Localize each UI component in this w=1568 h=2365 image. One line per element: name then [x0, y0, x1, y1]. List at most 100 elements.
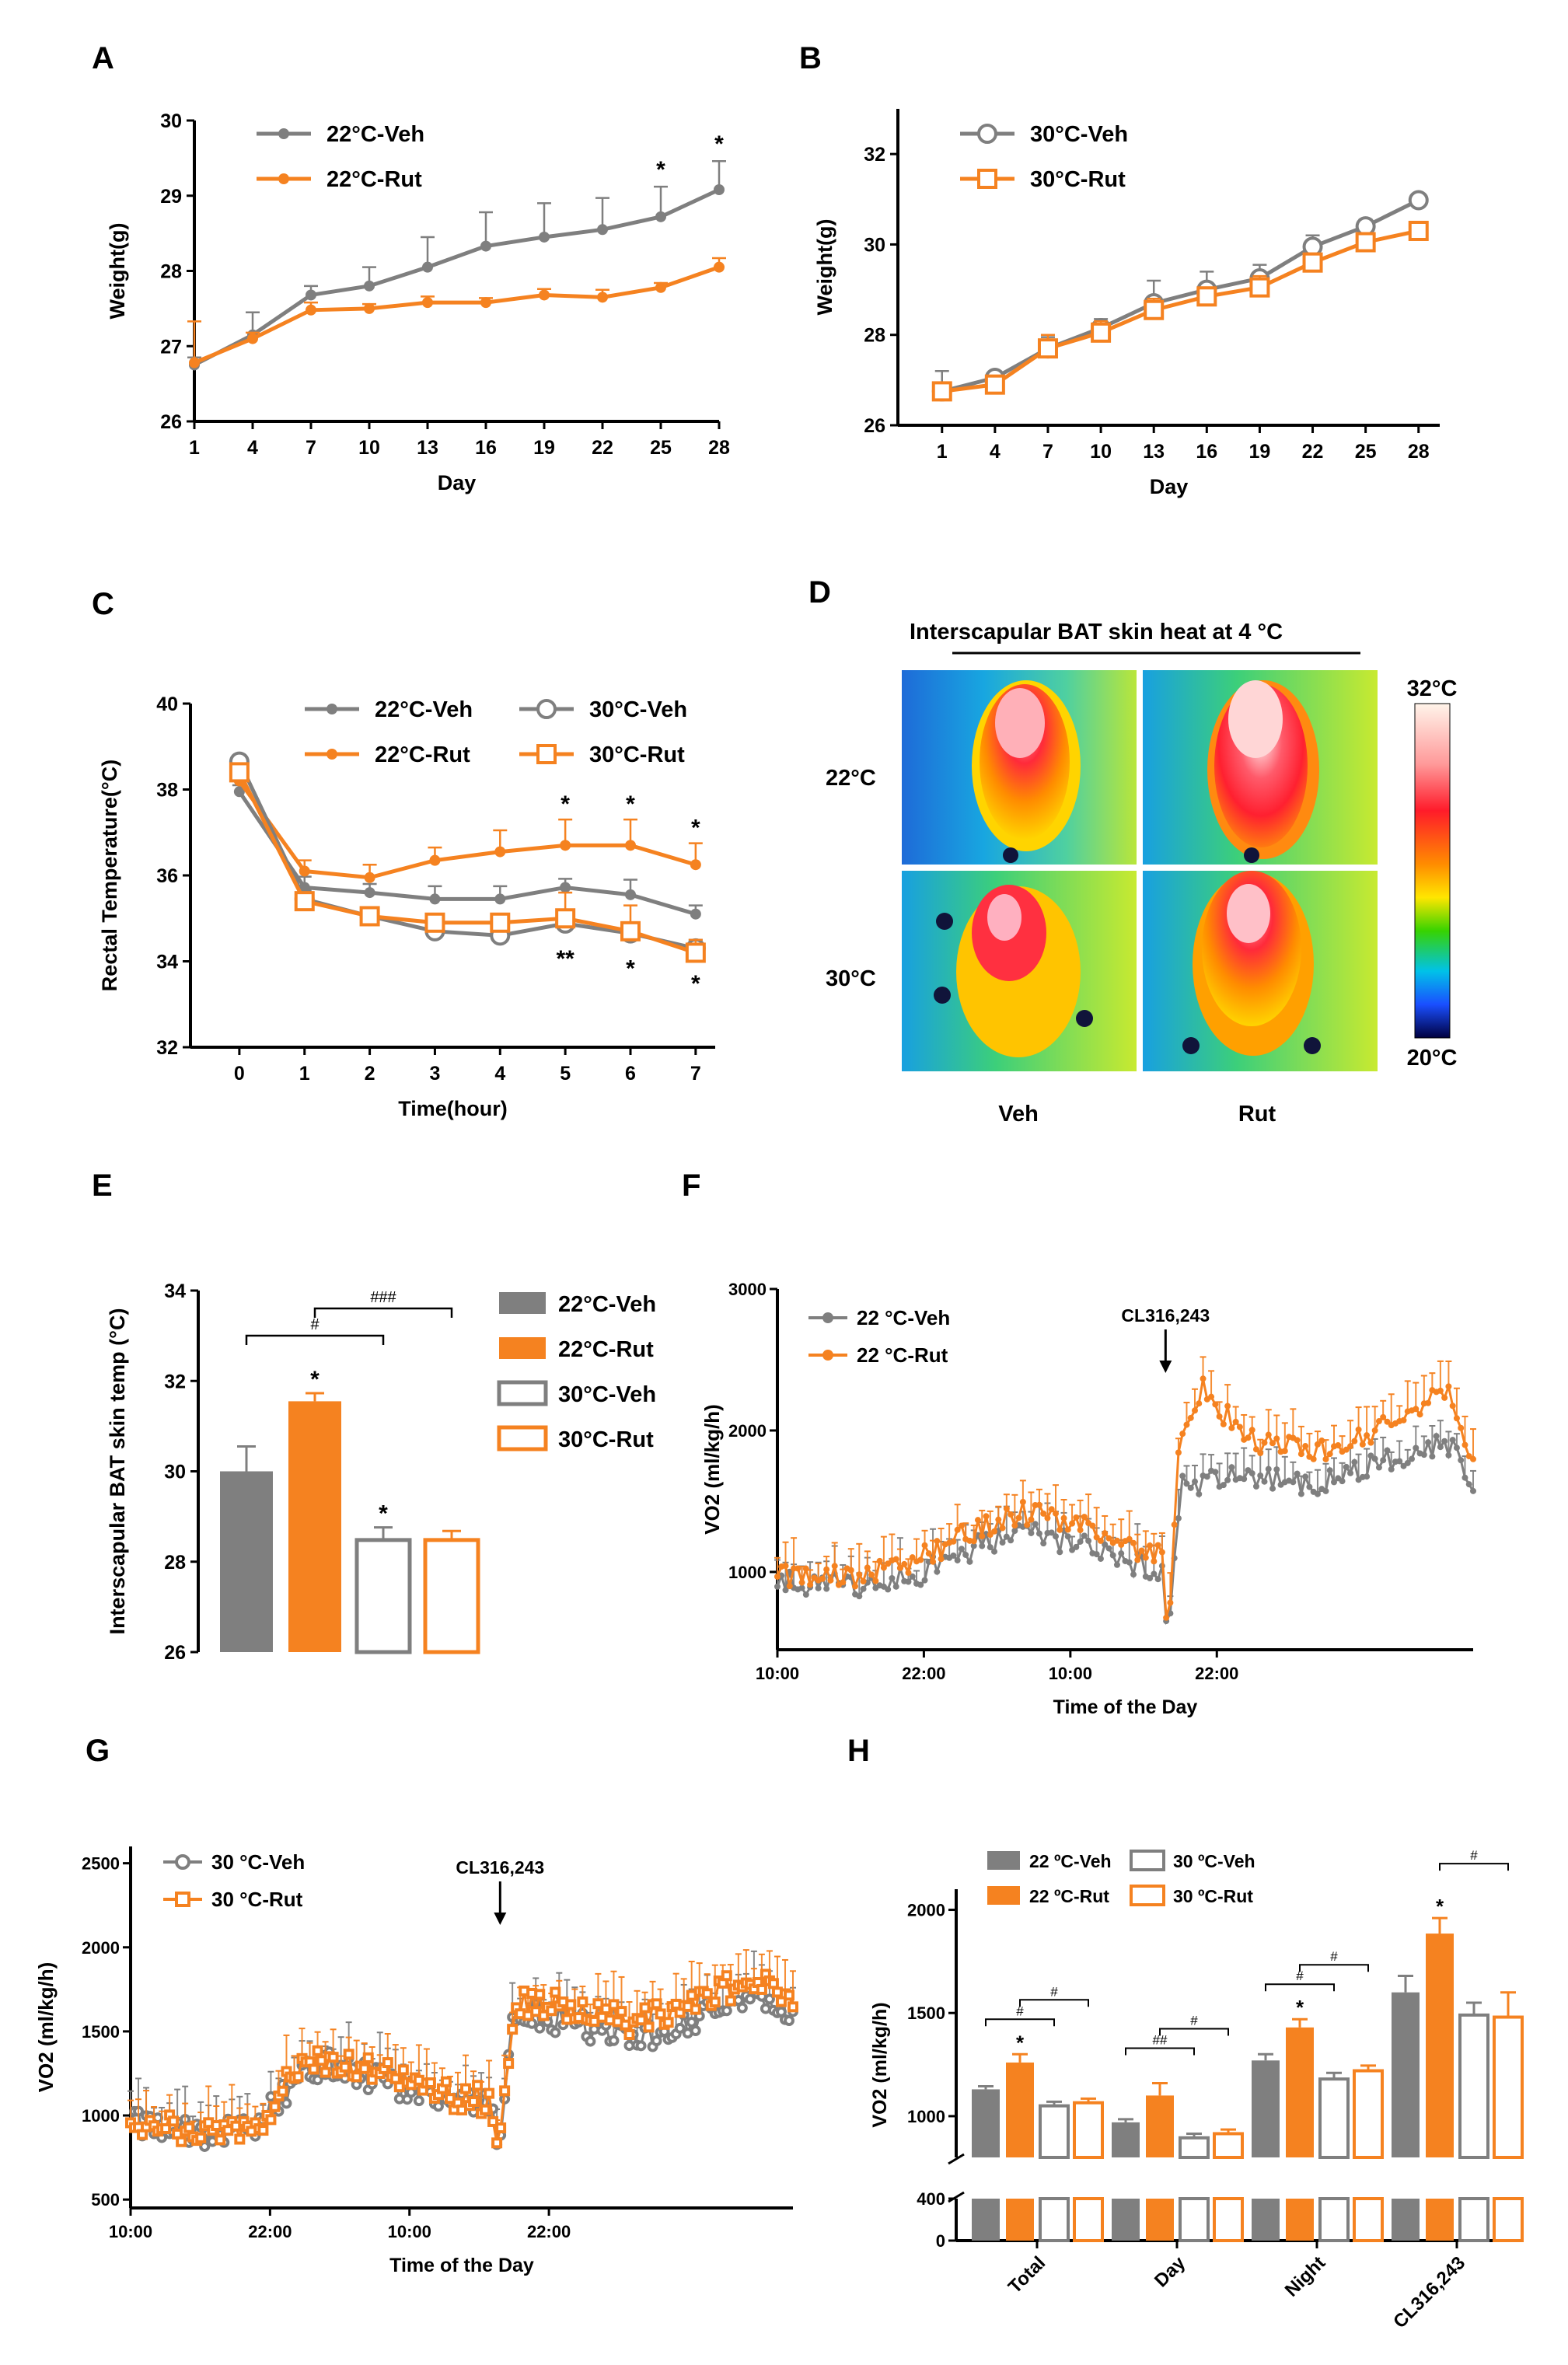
bar [1318, 2077, 1350, 2159]
data-point [931, 381, 952, 402]
data-point [744, 1993, 756, 2005]
data-point [1154, 1576, 1161, 1583]
data-point [1322, 1455, 1329, 1462]
y-axis-title: Weight(g) [106, 223, 129, 320]
data-point [1380, 1457, 1387, 1464]
data-point [917, 1581, 924, 1588]
data-point [1147, 1575, 1154, 1582]
data-point [397, 2064, 409, 2076]
thermal-scale-min: 20°C [1407, 1046, 1458, 1071]
legend-marker [822, 1312, 833, 1323]
data-point [429, 854, 441, 866]
significance-star: * [560, 791, 570, 817]
data-point [1212, 1469, 1219, 1476]
data-point [1203, 1473, 1210, 1480]
data-point [979, 1542, 986, 1549]
x-tick-label: Total [1004, 2252, 1049, 2297]
data-point [1433, 1433, 1440, 1440]
x-tick-label: 25 [1355, 441, 1377, 463]
data-point [856, 1571, 863, 1578]
data-point [494, 893, 506, 905]
bar-lower-segment [1493, 2197, 1524, 2242]
data-point [1351, 1458, 1358, 1465]
y-tick-label: 1000 [728, 1563, 767, 1582]
x-tick-label: 6 [625, 1063, 636, 1085]
bar-lower-segment [1112, 2199, 1140, 2241]
data-point [1077, 1538, 1084, 1545]
data-point [168, 2115, 180, 2127]
data-point [364, 280, 375, 292]
data-point [1355, 1426, 1362, 1433]
data-point [721, 1970, 732, 1982]
panel-label-a: A [92, 41, 114, 75]
data-point [339, 2061, 351, 2073]
panel-label-h: H [847, 1734, 870, 1768]
series-line-1 [194, 265, 720, 365]
data-point [1306, 1483, 1313, 1490]
data-point [299, 865, 310, 877]
data-point [714, 261, 725, 273]
data-point [1102, 1541, 1109, 1548]
data-point [892, 1583, 899, 1590]
data-point [1142, 1554, 1149, 1561]
data-point [1192, 1478, 1198, 1485]
x-tick-label: 10 [358, 437, 380, 459]
y-tick-label: 26 [160, 411, 182, 433]
data-point [690, 2003, 701, 2015]
data-point [1453, 1415, 1460, 1422]
data-point [1056, 1549, 1063, 1556]
data-point [422, 261, 433, 273]
data-point [651, 2035, 662, 2047]
data-point [1040, 1510, 1047, 1517]
legend-marker [175, 1892, 190, 1907]
data-point [327, 2052, 339, 2063]
bar-lower-segment [1006, 2199, 1034, 2241]
bar [288, 1401, 341, 1652]
data-point [560, 840, 571, 851]
data-point [1281, 1448, 1288, 1455]
data-point [265, 2114, 277, 2126]
y-tick-label: 28 [164, 1552, 186, 1574]
y-tick-label: 36 [156, 865, 178, 887]
bar [1252, 2060, 1280, 2157]
data-point [655, 2008, 666, 2020]
data-point [1252, 1446, 1259, 1453]
legend-swatch [499, 1292, 546, 1314]
thermal-image-22c-rut [1143, 670, 1378, 865]
y-tick-label: 500 [91, 2190, 120, 2210]
data-point [1364, 1473, 1371, 1480]
data-point [364, 887, 375, 899]
data-point [534, 2022, 546, 2034]
data-point [1024, 1521, 1031, 1528]
data-point [934, 1538, 941, 1545]
y-axis-title: VO2 (ml/kg/h) [34, 1962, 58, 2093]
x-axis-title: Day [1150, 475, 1189, 498]
data-point [1326, 1467, 1333, 1474]
y-tick-label: 32 [864, 144, 885, 166]
data-point [1003, 1505, 1010, 1512]
data-point [1151, 1558, 1158, 1565]
y-tick-label: 1500 [907, 2003, 945, 2023]
data-point [896, 1564, 903, 1571]
data-point [1147, 1542, 1154, 1549]
data-point [1081, 1514, 1088, 1521]
data-point [215, 2134, 226, 2146]
data-point [651, 1998, 662, 2010]
data-point [1367, 1439, 1374, 1446]
data-point [802, 1591, 809, 1598]
data-point [1102, 1530, 1109, 1537]
bracket-label: # [1016, 2003, 1024, 2018]
thermal-title: Interscapular BAT skin heat at 4 °C [910, 620, 1283, 645]
data-point [1364, 1432, 1371, 1439]
data-point [995, 1516, 1002, 1523]
legend-label: 22°C-Veh [327, 122, 424, 147]
y-tick-label: 2500 [82, 1854, 120, 1874]
data-point [1375, 1464, 1382, 1471]
data-point [979, 1532, 986, 1539]
x-tick-label: 10:00 [1049, 1664, 1092, 1683]
data-point [690, 908, 701, 920]
data-point [970, 1538, 977, 1545]
y-tick-label: 1000 [907, 2107, 945, 2126]
bar [1392, 1992, 1420, 2157]
